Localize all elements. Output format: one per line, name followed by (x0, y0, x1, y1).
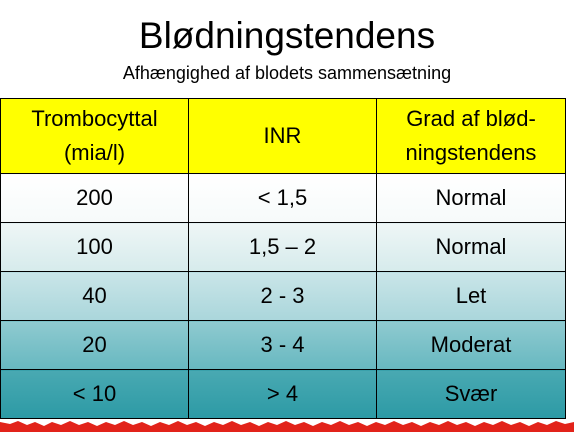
slide-subtitle: Afhængighed af blodets sammensætning (122, 63, 452, 83)
header-inr-label: INR (263, 123, 302, 148)
platelet-count-cell: 200 (0, 173, 189, 223)
header-bleeding-grade: Grad af blød- ningstendens (376, 98, 566, 174)
bleeding-tendency-table: Trombocyttal (mia/l) INR Grad af blød- n… (0, 98, 566, 419)
bleeding-grade-cell: Moderat (376, 320, 566, 370)
slide-title: Blødningstendens (138, 15, 436, 56)
platelet-count-cell: 100 (0, 222, 189, 272)
torn-edge-decoration (0, 421, 574, 432)
header-bleeding-grade-line1: Grad af blød- (406, 106, 536, 131)
bleeding-grade-cell: Let (376, 271, 566, 321)
header-inr: INR (188, 98, 377, 174)
inr-cell: < 1,5 (188, 173, 377, 223)
bleeding-grade-cell: Normal (376, 222, 566, 272)
table-row: 20 3 - 4 Moderat (0, 320, 566, 370)
table-row: 200 < 1,5 Normal (0, 173, 566, 223)
platelet-count-cell: < 10 (0, 369, 189, 419)
table-header-row: Trombocyttal (mia/l) INR Grad af blød- n… (0, 98, 566, 174)
table-row: 40 2 - 3 Let (0, 271, 566, 321)
header-platelet-count: Trombocyttal (mia/l) (0, 98, 189, 174)
header-platelet-count-line1: Trombocyttal (31, 106, 158, 131)
inr-cell: > 4 (188, 369, 377, 419)
inr-cell: 2 - 3 (188, 271, 377, 321)
table-row: 100 1,5 – 2 Normal (0, 222, 566, 272)
table-row: < 10 > 4 Svær (0, 369, 566, 419)
torn-edge-shape (0, 421, 574, 432)
bleeding-grade-cell: Normal (376, 173, 566, 223)
bleeding-grade-cell: Svær (376, 369, 566, 419)
platelet-count-cell: 20 (0, 320, 189, 370)
header-bleeding-grade-line2: ningstendens (405, 140, 537, 165)
inr-cell: 3 - 4 (188, 320, 377, 370)
header-platelet-count-line2: (mia/l) (63, 140, 126, 165)
platelet-count-cell: 40 (0, 271, 189, 321)
inr-cell: 1,5 – 2 (188, 222, 377, 272)
